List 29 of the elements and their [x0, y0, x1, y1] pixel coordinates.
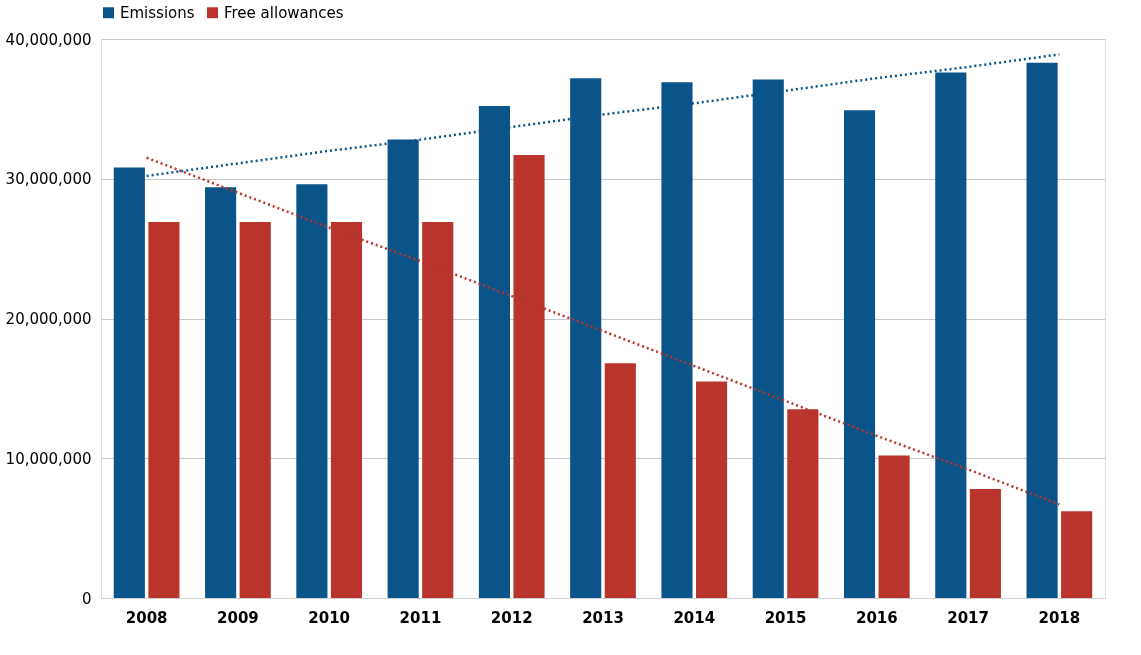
bar — [239, 222, 271, 598]
bar — [604, 363, 636, 598]
y-tick-label: 40,000,000 — [5, 30, 92, 49]
y-tick-label: 10,000,000 — [5, 449, 92, 468]
bar — [113, 167, 145, 598]
bar — [1026, 62, 1058, 598]
y-tick-label: 30,000,000 — [5, 170, 92, 189]
x-tick-label: 2012 — [490, 608, 533, 627]
y-tick-label: 0 — [81, 589, 92, 608]
x-tick-label: 2008 — [125, 608, 168, 627]
x-tick-label: 2016 — [855, 608, 898, 627]
bar — [878, 455, 910, 598]
legend-label: Free allowances — [224, 3, 344, 22]
bar — [148, 222, 180, 598]
legend-label: Emissions — [120, 3, 195, 22]
bar — [296, 184, 328, 598]
x-tick-label: 2018 — [1038, 608, 1081, 627]
x-tick-label: 2013 — [582, 608, 624, 627]
x-tick-label: 2009 — [217, 608, 259, 627]
y-tick-label: 20,000,000 — [5, 310, 92, 328]
x-tick-label: 2011 — [399, 608, 442, 627]
bar — [969, 488, 1001, 598]
bar — [843, 110, 876, 598]
bar — [205, 187, 237, 598]
x-tick-label: 2015 — [764, 608, 807, 627]
x-tick-label: 2014 — [673, 608, 716, 627]
bar — [1061, 511, 1093, 598]
x-tick-label: 2017 — [947, 608, 989, 627]
x-tick-label: 2010 — [308, 608, 351, 627]
